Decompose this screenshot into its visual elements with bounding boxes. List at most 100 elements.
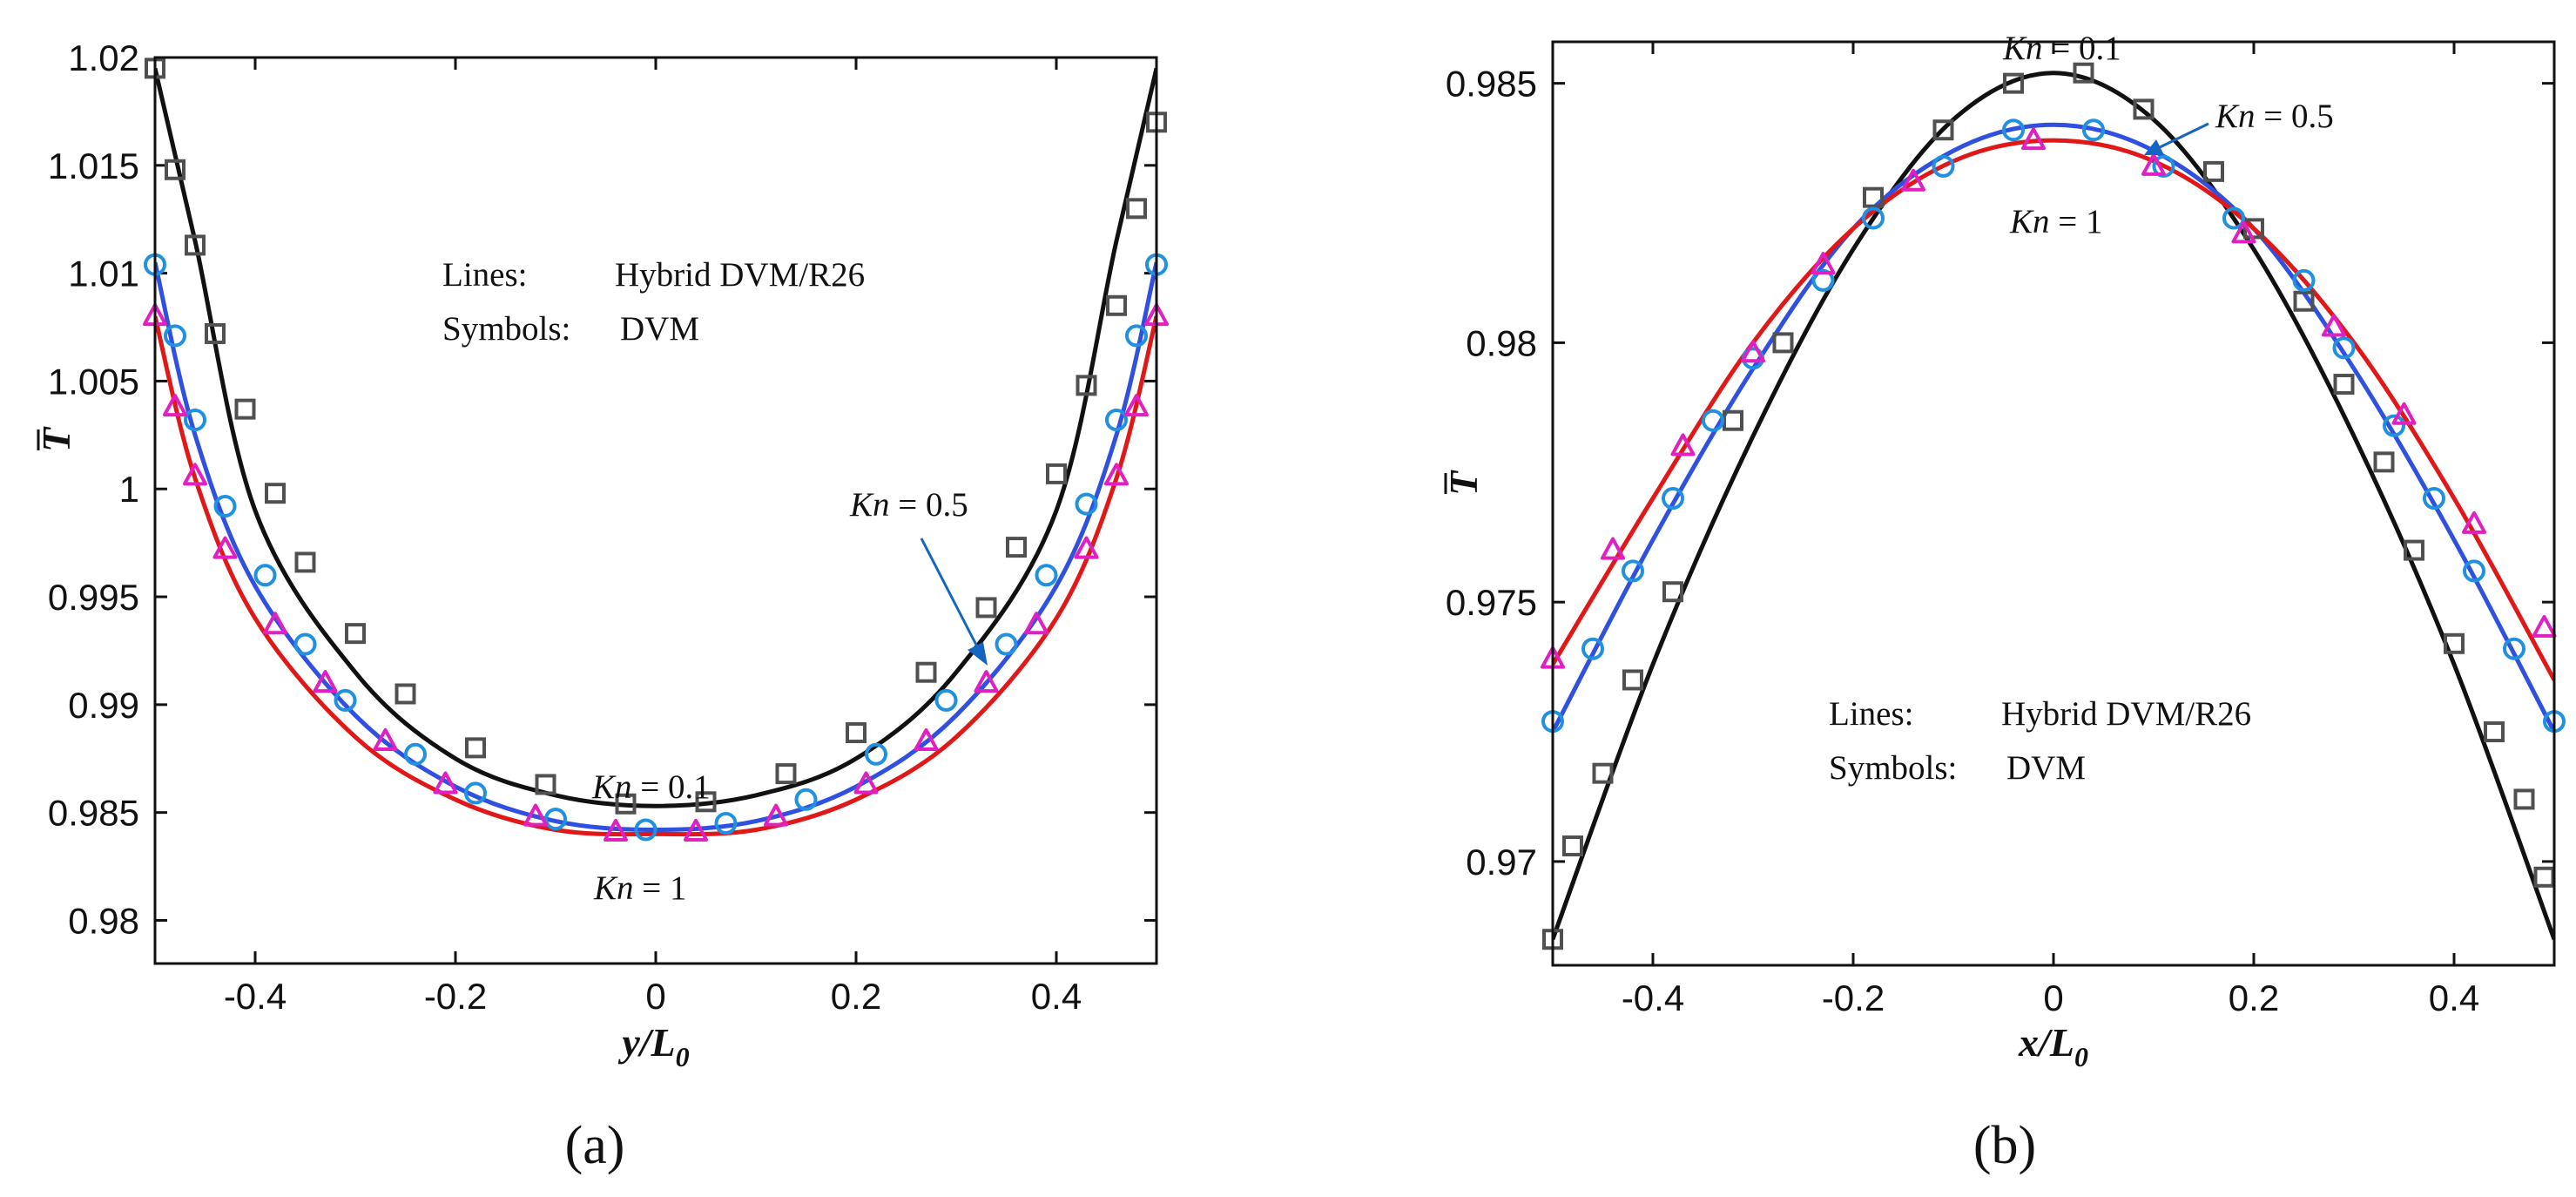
panel-a-marker-series-2-point-10 [684, 818, 708, 842]
panel-b-marker-series-2-point-9 [2322, 314, 2346, 337]
panel-a-marker-series-0-point-17 [1006, 537, 1027, 558]
panel-a-marker-series-2-point-1 [163, 394, 187, 417]
panel-b-y-axis-title-text: T [1441, 470, 1486, 496]
panel-b-marker-series-0-point-18 [2444, 632, 2465, 654]
panel-a-legend-lines-label: Lines: [442, 256, 527, 294]
panel-b-marker-series-1-point-4 [1702, 409, 1724, 432]
panel-b-legend-lines-value: Hybrid DVM/R26 [2001, 695, 2251, 733]
panel-b-annotation-kn-0.1: Kn = 0.1 [2002, 30, 2121, 67]
panel-b-marker-series-0-point-2 [1592, 762, 1614, 784]
panel-a-marker-series-1-point-2 [184, 409, 206, 431]
panel-a-marker-series-1-point-8 [464, 781, 487, 805]
panel-b-marker-series-0-point-6 [1772, 332, 1794, 354]
panel-b-marker-series-1-point-1 [1581, 637, 1604, 660]
panel-b-marker-series-0-point-7 [1863, 186, 1884, 208]
panel-b-x-tick-labels: -0.4 -0.2 0 0.2 0.4 [1622, 977, 2479, 1018]
panel-b-y-tick-labels: 0.97 0.975 0.98 0.985 [1446, 64, 1537, 883]
panel-b-marker-series-0-point-15 [2333, 374, 2355, 396]
panel-a-legend-lines-value: Hybrid DVM/R26 [615, 256, 865, 294]
panel-b-marker-series-2-point-6 [2021, 127, 2046, 151]
panel-a-marker-series-2-point-4 [263, 612, 287, 635]
panel-b-marker-series-0-point-1 [1562, 835, 1583, 857]
panel-b-marker-series-0-point-4 [1662, 581, 1683, 603]
panel-b-x-tick-label-4: 0.4 [2429, 977, 2479, 1018]
panel-a-marker-series-0-point-14 [846, 722, 867, 744]
panel-b-label: (b) [1973, 1116, 2036, 1175]
panel-a-y-tick-label-3: 0.995 [48, 577, 139, 618]
panel-a-marker-series-0-point-9 [465, 737, 486, 759]
panel-a-marker-series-2-point-8 [523, 803, 548, 827]
panel-b-marker-series-0-point-11 [2133, 98, 2155, 120]
panel-b-x-tick-label-3: 0.2 [2229, 977, 2279, 1018]
panel-b-legend-symbols-value: DVM [2006, 749, 2086, 787]
panel-a-x-tick-label-2: 0 [645, 976, 665, 1017]
panel-a-marker-series-0-point-16 [975, 597, 997, 619]
panel-a-marker-series-1-point-6 [334, 688, 357, 712]
panel-a-marker-series-0-point-12 [695, 791, 717, 813]
panel-a-marker-series-1-point-5 [293, 632, 317, 656]
panel-a-marker-series-0-point-18 [1046, 463, 1067, 484]
panel-a-series [155, 67, 1157, 837]
panel-a-marker-series-0-point-20 [1106, 294, 1127, 316]
panel-b-marker-series-0-point-19 [2484, 721, 2505, 743]
panel-a-y-axis-title: T [34, 426, 78, 452]
panel-a-marker-series-2-point-3 [212, 536, 238, 559]
panel-b-marker-series-2-point-10 [2391, 402, 2417, 425]
panel-a-marker-series-2-point-12 [853, 771, 879, 795]
panel-a-marker-series-2-point-17 [1104, 463, 1129, 486]
panel-b-ticks [1553, 42, 2554, 965]
panel-a-y-tick-label-0: 0.98 [68, 900, 139, 941]
panel-a-x-tick-label-0: -0.4 [224, 976, 287, 1017]
panel-a-marker-series-1-point-17 [1075, 492, 1098, 516]
panel-a-y-tick-labels: 0.98 0.985 0.99 0.995 1 1.005 1.01 1.015 1.02 [48, 37, 139, 941]
panel-a-marker-series-0-point-13 [775, 763, 797, 785]
panel-a-marker-series-1-point-9 [544, 808, 567, 831]
panel-b-x-tick-label-0: -0.4 [1622, 977, 1684, 1018]
panel-a-x-tick-label-4: 0.4 [1031, 976, 1082, 1017]
panel-a-y-tick-label-7: 1.015 [48, 145, 139, 186]
panel-b-marker-series-1-point-12 [2222, 206, 2245, 230]
panel-b-marker-series-2-point-3 [1741, 340, 1765, 363]
panel-b-x-tick-label-2: 0 [2043, 977, 2063, 1018]
panel-b-marker-series-0-point-16 [2373, 451, 2395, 473]
panel-b-legend-symbols-label: Symbols: [1829, 749, 1957, 787]
panel-a-ticks [155, 56, 1157, 964]
panel-b-annotation-kn-0.5: Kn = 0.5 [2215, 98, 2334, 135]
panel-b-marker-series-2-point-1 [1601, 537, 1625, 560]
panel-b-x-tick-label-1: -0.2 [1822, 977, 1885, 1018]
panel-a-marker-series-0-point-19 [1076, 375, 1097, 396]
panel-a-line-series-0 [155, 67, 1157, 808]
panel-b: -0.4 -0.2 0 0.2 0.4 0.97 0.975 0.98 0.985 Lines… [1441, 30, 2566, 1175]
panel-b-marker-series-2-point-5 [1901, 168, 1925, 192]
panel-b-marker-series-2-point-2 [1670, 433, 1696, 456]
panel-b-marker-series-0-point-8 [1932, 119, 1954, 141]
panel-a-marker-series-1-point-13 [865, 742, 887, 766]
panel-a-y-tick-label-1: 0.985 [48, 793, 139, 834]
panel-b-marker-series-1-point-14 [2332, 336, 2356, 360]
panel-a-annotation-arrow-head [968, 642, 988, 666]
panel-a-marker-series-1-point-3 [213, 495, 237, 518]
panel-b-marker-series-1-point-8 [1932, 154, 1955, 178]
panel-b-marker-series-0-point-17 [2404, 539, 2424, 561]
panel-a-marker-series-1-point-15 [995, 632, 1018, 656]
panel-a-y-tick-label-8: 1.02 [68, 37, 139, 78]
panel-a-marker-series-0-point-11 [615, 793, 637, 815]
panel-a-y-tick-label-5: 1.005 [48, 361, 139, 402]
panel-b-y-tick-label-1: 0.975 [1446, 582, 1537, 623]
panel-b-legend-lines-label: Lines: [1829, 695, 1913, 733]
panel-b-marker-series-1-point-6 [1811, 268, 1835, 292]
panel-a-marker-series-1-point-7 [404, 742, 427, 766]
panel-a-marker-series-2-point-6 [373, 727, 398, 751]
panel-b-x-axis-title: x/L0 [2018, 1020, 2088, 1072]
panel-a-marker-series-1-point-18 [1105, 409, 1128, 431]
panel-b-annotation-arrow-line [2157, 122, 2209, 150]
panel-a-marker-series-2-point-2 [183, 463, 207, 486]
panel-a-markers [143, 57, 1169, 842]
panel-a-marker-series-2-point-18 [1124, 394, 1149, 417]
panel-a-marker-series-2-point-15 [1024, 612, 1049, 635]
panel-b-annotation-arrow-head [2144, 139, 2164, 155]
panel-a-annotation-kn-0.1: Kn = 0.1 [591, 768, 711, 806]
panel-b-marker-series-1-point-2 [1622, 559, 1644, 583]
panel-a-annotation-kn-0.5: Kn = 0.5 [849, 486, 968, 524]
panel-b-marker-series-1-point-15 [2383, 414, 2405, 437]
